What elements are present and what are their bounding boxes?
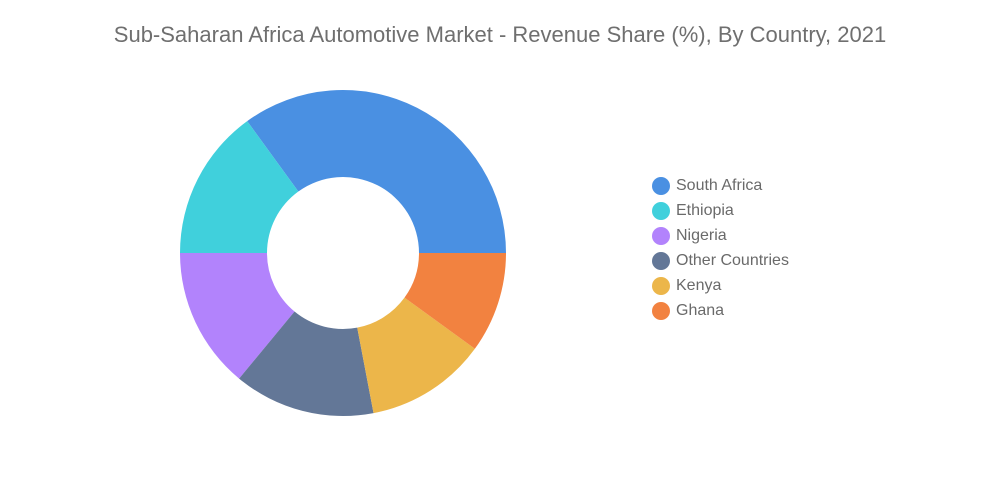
legend-item-nigeria[interactable]: Nigeria (652, 223, 789, 248)
slice-ethiopia[interactable] (180, 121, 299, 254)
legend-label: Ethiopia (676, 201, 734, 219)
legend-label: Kenya (676, 276, 722, 294)
donut-slices (180, 90, 506, 416)
legend-label: South Africa (676, 176, 763, 194)
legend-swatch (652, 201, 670, 220)
legend-label: Ghana (676, 301, 725, 319)
slice-kenya[interactable] (357, 297, 475, 414)
slice-nigeria[interactable] (180, 253, 295, 379)
legend-swatch (652, 176, 670, 195)
legend-item-ethiopia[interactable]: Ethiopia (652, 198, 789, 223)
legend-item-kenya[interactable]: Kenya (652, 273, 789, 298)
legend-label: Nigeria (676, 226, 727, 244)
legend-item-south-africa[interactable]: South Africa (652, 173, 789, 198)
chart-title: Sub-Saharan Africa Automotive Market - R… (113, 22, 887, 47)
legend-item-other-countries[interactable]: Other Countries (652, 248, 789, 273)
slice-other-countries[interactable] (239, 311, 374, 416)
legend-swatch (652, 276, 670, 295)
slice-ghana[interactable] (404, 253, 506, 349)
chart-legend: South Africa Ethiopia Nigeria Other Countri… (652, 173, 789, 323)
legend-swatch (652, 301, 670, 320)
legend-label: Other Countries (676, 251, 789, 269)
legend-swatch (652, 226, 670, 245)
slice-south-africa[interactable] (247, 90, 506, 253)
legend-swatch (652, 251, 670, 270)
legend-item-ghana[interactable]: Ghana (652, 298, 789, 323)
